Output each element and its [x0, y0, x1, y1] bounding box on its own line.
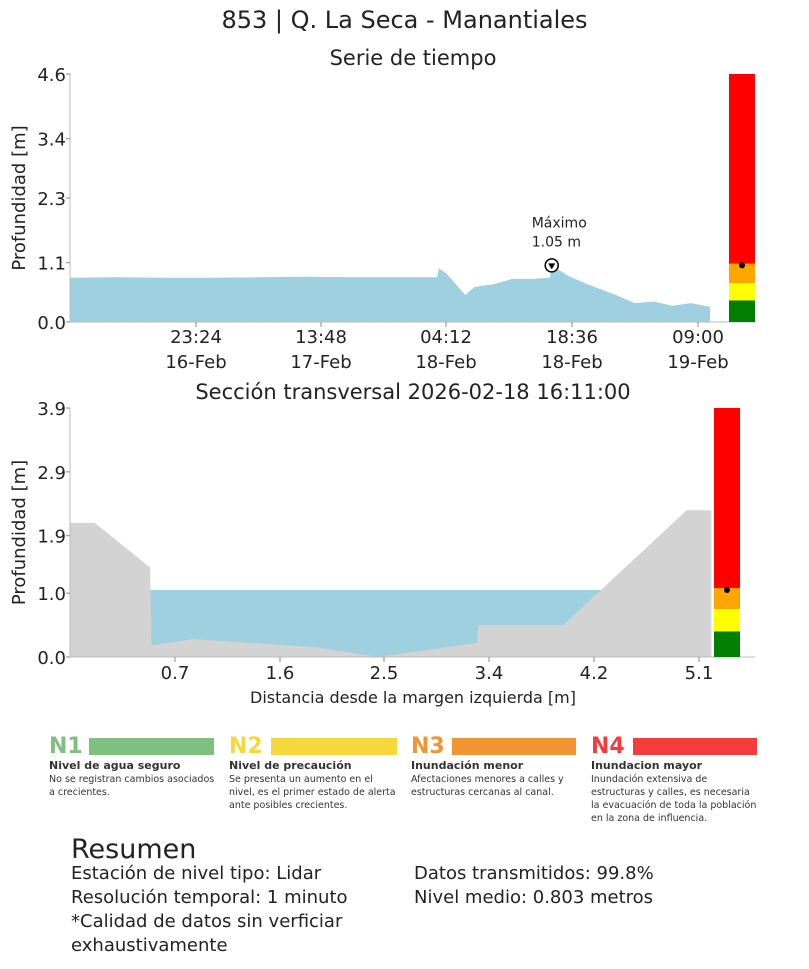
ts-x-tick-label: 18:36	[546, 327, 598, 348]
cross-section-chart: Sección transversal 2026-02-18 16:11:00 0…	[9, 380, 755, 707]
summary-transmitted: Datos transmitidos: 99.8%	[414, 863, 654, 884]
max-annotation-value: 1.05 m	[532, 234, 581, 250]
summary-resolution: Resolución temporal: 1 minuto	[71, 887, 348, 908]
level-bar-n2	[729, 283, 755, 301]
level-bar-marker	[739, 262, 745, 269]
legend-n2-desc: Se presenta un aumento en el nivel, es e…	[229, 774, 396, 811]
xs-y-tick-label: 3.9	[37, 399, 66, 420]
xs-y-axis-label: Profundidad [m]	[9, 460, 30, 605]
ts-x-tick-label: 04:12	[420, 327, 472, 348]
legend-n1-bar	[89, 738, 214, 755]
max-marker-arrow	[548, 263, 556, 270]
xs-x-tick-label: 5.1	[685, 663, 714, 684]
summary-heading: Resumen	[71, 834, 197, 865]
xs-y-tick-label: 0.0	[37, 648, 66, 669]
ts-x-tick-label: 09:00	[672, 327, 724, 348]
level-bar-n4	[729, 74, 755, 264]
summary-mean-level: Nivel medio: 0.803 metros	[414, 887, 654, 908]
time-series-chart: Serie de tiempo 0.0 1.1 2.3 3.4 4.6 Profundida…	[9, 46, 755, 373]
legend-n2-code: N2	[229, 734, 263, 759]
ts-y-axis-label: Profundidad [m]	[9, 125, 30, 270]
xs-x-tick-label: 0.7	[161, 663, 190, 684]
main-title: 853 | Q. La Seca - Manantiales	[221, 6, 588, 34]
level-bar-n4	[714, 408, 740, 589]
ts-x-tick-label: 13:48	[295, 327, 347, 348]
ts-y-tick-label: 1.1	[37, 254, 66, 275]
ts-x-tick-date: 19-Feb	[667, 352, 728, 373]
ts-y-tick-label: 2.3	[37, 189, 66, 210]
legend-n4-code: N4	[591, 734, 625, 759]
level-bar-n1	[714, 631, 740, 657]
legend-n4-name: Inundacion mayor	[591, 759, 703, 772]
xs-y-tick-label: 1.9	[37, 527, 66, 548]
ts-y-tick-label: 4.6	[37, 65, 66, 86]
xs-x-tick-label: 1.6	[266, 663, 295, 684]
level-bar-n1	[729, 300, 755, 322]
level-bar-n3	[729, 263, 755, 284]
level-bar-marker	[724, 586, 730, 593]
ts-y-tick-label: 0.0	[37, 313, 66, 334]
xs-title: Sección transversal 2026-02-18 16:11:00	[195, 380, 630, 404]
level-bar-n3	[714, 588, 740, 610]
ts-x-tick-date: 16-Feb	[165, 352, 226, 373]
xs-x-tick-label: 2.5	[370, 663, 399, 684]
xs-terrain	[70, 510, 712, 657]
ts-x-tick-label: 23:24	[170, 327, 222, 348]
ts-x-tick-date: 18-Feb	[415, 352, 476, 373]
legend-n3-name: Inundación menor	[411, 759, 524, 772]
legend-n4-bar	[633, 738, 757, 755]
ts-title: Serie de tiempo	[330, 46, 497, 70]
xs-y-tick-label: 2.9	[37, 463, 66, 484]
legend-n1-code: N1	[49, 734, 83, 759]
xs-x-tick-label: 3.4	[475, 663, 504, 684]
ts-x-tick-date: 18-Feb	[541, 352, 602, 373]
xs-x-tick-label: 4.2	[580, 663, 609, 684]
summary-station: Estación de nivel tipo: Lidar	[71, 863, 322, 884]
legend-n1-name: Nivel de agua seguro	[49, 759, 181, 772]
ts-x-tick-date: 17-Feb	[290, 352, 351, 373]
xs-y-tick-label: 1.0	[37, 584, 66, 605]
max-annotation-label: Máximo	[532, 215, 587, 231]
legend-n3-desc: Afectaciones menores a calles y estructu…	[411, 774, 564, 798]
legend-n3-bar	[452, 738, 576, 755]
legend-n2-name: Nivel de precaución	[229, 759, 352, 772]
xs-x-axis-label: Distancia desde la margen izquierda [m]	[250, 688, 576, 707]
legend-n1-desc: No se registran cambios asociados a crec…	[49, 774, 215, 798]
legend-n3-code: N3	[411, 734, 445, 759]
legend-n2-bar	[271, 738, 397, 755]
summary-quality: *Calidad de datos sin verficiar exhausti…	[71, 911, 343, 956]
ts-y-tick-label: 3.4	[37, 130, 66, 151]
level-bar-n2	[714, 609, 740, 632]
ts-series-area	[70, 265, 710, 322]
legend-n4-desc: Inundación extensiva de estructuras y ca…	[591, 774, 757, 824]
